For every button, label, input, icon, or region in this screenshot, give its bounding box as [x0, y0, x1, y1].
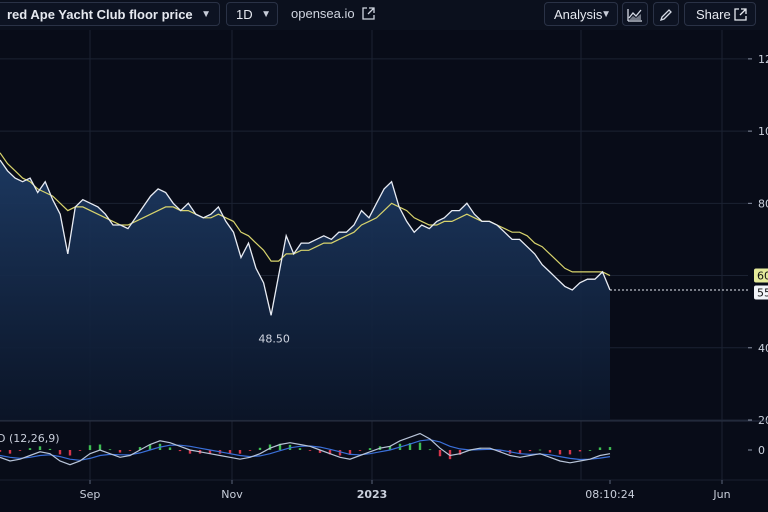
chart-type-button[interactable]	[622, 2, 648, 26]
macd-bar	[358, 450, 362, 451]
macd-bar	[278, 443, 282, 450]
macd-bar	[128, 450, 132, 451]
macd-bar	[28, 448, 32, 450]
analysis-label: Analysis	[554, 7, 603, 22]
macd-bar	[248, 450, 252, 451]
macd-bar	[448, 450, 452, 460]
macd-bar	[368, 448, 372, 450]
interval-label: 1D	[236, 7, 253, 22]
x-tick-label: 08:10:24	[585, 488, 634, 501]
macd-bar	[538, 449, 542, 451]
macd-bar	[408, 443, 412, 450]
last-price-label: 55	[754, 285, 768, 300]
y-tick-label: 40	[758, 342, 768, 355]
macd-bar	[178, 450, 182, 452]
macd-bar	[228, 450, 232, 454]
macd-bar	[308, 450, 312, 451]
x-tick-label: Jun	[712, 488, 730, 501]
macd-bar	[558, 450, 562, 455]
external-link-icon	[734, 8, 747, 21]
macd-bar	[108, 449, 112, 451]
x-tick-label: Nov	[221, 488, 243, 501]
analysis-dropdown[interactable]: Analysis ▼	[544, 2, 618, 26]
symbol-selector[interactable]: red Ape Yacht Club floor price ▼	[0, 2, 220, 26]
top-toolbar: red Ape Yacht Club floor price ▼ 1D ▼ op…	[0, 0, 768, 30]
macd-bar	[428, 449, 432, 451]
y-tick-label: 10	[758, 125, 768, 138]
indicator-label[interactable]: D (12,26,9)	[0, 432, 60, 445]
macd-bar	[88, 445, 92, 450]
macd-bar	[268, 444, 272, 450]
chevron-down-icon: ▼	[261, 9, 271, 20]
macd-bar	[18, 450, 22, 451]
price-axis[interactable]	[748, 30, 768, 420]
macd-bar	[38, 446, 42, 450]
macd-bar	[608, 447, 612, 450]
macd-bar	[68, 450, 72, 456]
macd-bar	[388, 446, 392, 450]
macd-bar	[318, 450, 322, 453]
macd-bar	[138, 447, 142, 450]
macd-bar	[458, 450, 462, 455]
price-line	[0, 159, 611, 316]
x-tick-label: 2023	[357, 488, 388, 501]
source-link[interactable]: opensea.io	[291, 2, 375, 26]
macd-bar	[0, 450, 2, 452]
macd-line	[0, 432, 611, 466]
draw-button[interactable]	[653, 2, 679, 26]
chart-area-icon	[627, 9, 642, 22]
macd-bar	[588, 450, 592, 451]
macd-bar	[578, 450, 582, 452]
macd-bar	[548, 450, 552, 453]
macd-bar	[328, 450, 332, 455]
x-tick-label: Sep	[80, 488, 101, 501]
source-label: opensea.io	[291, 6, 355, 21]
macd-signal-line	[0, 439, 611, 461]
macd-bar	[8, 450, 12, 454]
svg-text:55: 55	[757, 287, 768, 300]
macd-bar	[48, 448, 52, 450]
macd-bar	[298, 448, 302, 450]
macd-bar	[238, 450, 242, 454]
price-area-fill	[0, 160, 610, 420]
macd-bar	[188, 450, 192, 454]
macd-bar	[498, 450, 502, 452]
moving-average-line	[0, 152, 611, 277]
macd-bar	[98, 444, 102, 450]
macd-bar	[348, 450, 352, 455]
external-link-icon	[362, 7, 375, 20]
macd-bar	[568, 450, 572, 455]
macd-bar	[438, 450, 442, 457]
macd-bar	[518, 450, 522, 454]
symbol-title: red Ape Yacht Club floor price	[7, 7, 193, 22]
share-button[interactable]: Share	[684, 2, 756, 26]
macd-bar	[258, 447, 262, 450]
interval-selector[interactable]: 1D ▼	[226, 2, 278, 26]
chevron-down-icon: ▼	[601, 9, 611, 20]
last-price-label-ma: 60	[754, 268, 768, 283]
macd-zero-label: 0	[758, 444, 765, 457]
pencil-icon	[659, 9, 672, 22]
macd-bar	[118, 450, 122, 453]
y-tick-label: 80	[758, 197, 768, 210]
y-tick-label: 12	[758, 53, 768, 66]
svg-text:60: 60	[757, 270, 768, 283]
macd-bar	[148, 444, 152, 450]
x-axis-ticks[interactable]: Sep Nov 2023 08:10:24 Jun	[80, 480, 731, 501]
min-price-annotation: 48.50	[258, 332, 290, 345]
macd-bar	[418, 442, 422, 450]
macd-bar	[598, 447, 602, 450]
chevron-down-icon: ▼	[201, 9, 211, 20]
macd-bar	[528, 450, 532, 452]
macd-bar	[338, 450, 342, 456]
share-label: Share	[696, 7, 731, 22]
macd-bar	[78, 450, 82, 451]
macd-bar	[208, 450, 212, 454]
macd-bar	[168, 447, 172, 450]
macd-bar	[58, 450, 62, 455]
